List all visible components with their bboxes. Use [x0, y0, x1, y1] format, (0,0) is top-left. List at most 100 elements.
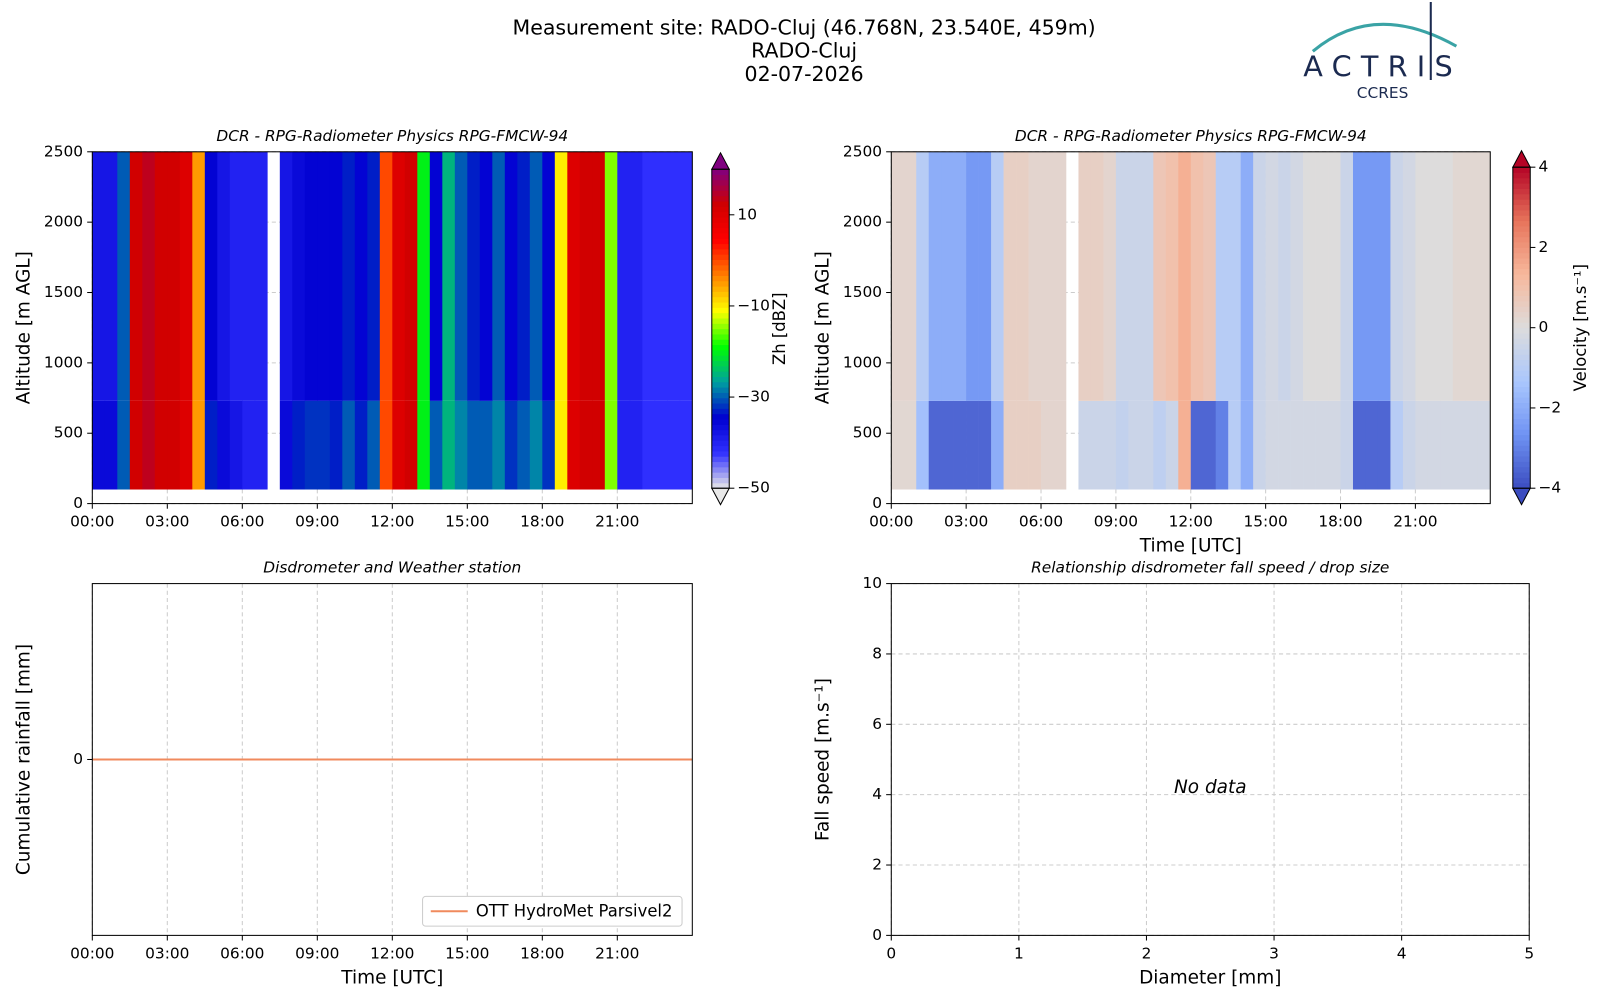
colorbar-step	[1512, 199, 1531, 206]
colorbar-tick-label: −10	[737, 296, 769, 314]
heatmap-cell	[1190, 400, 1204, 490]
heatmap-cell	[966, 151, 979, 401]
colorbar-step	[711, 201, 730, 207]
colorbar-label: Velocity [m.s⁻¹]	[1571, 264, 1590, 391]
colorbar-step	[711, 233, 730, 239]
heatmap-cell	[329, 400, 343, 490]
colorbar-step	[1512, 247, 1531, 254]
x-tick-label: 09:00	[295, 513, 339, 531]
colorbar-step	[711, 291, 730, 298]
heatmap-cell	[654, 400, 668, 490]
heatmap-cell	[242, 151, 256, 401]
heatmap-cell	[367, 400, 381, 490]
panel-title: DCR - RPG-Radiometer Physics RPG-FMCW-94	[1015, 127, 1367, 145]
heatmap-cell	[1140, 400, 1154, 490]
colorbar-step	[1512, 333, 1531, 339]
colorbar-step	[1512, 279, 1531, 286]
y-tick-label: 0	[73, 750, 83, 768]
x-tick-label: 18:00	[1318, 513, 1362, 531]
y-tick-label: 2500	[44, 142, 83, 160]
heatmap-cell	[192, 400, 206, 490]
x-axis-label: Time [UTC]	[340, 967, 443, 988]
heatmap-cell	[916, 400, 930, 490]
heatmap-cell	[941, 400, 954, 490]
x-axis-label: Diameter [mm]	[1139, 967, 1281, 988]
x-tick-label: 09:00	[295, 944, 339, 962]
colorbar-step	[711, 195, 730, 202]
colorbar-step	[711, 413, 730, 420]
heatmap-cell	[642, 151, 656, 401]
heatmap-cell	[891, 400, 905, 490]
heatmap-cell	[129, 151, 143, 401]
heatmap-cell	[1190, 151, 1204, 401]
colorbar-step	[711, 397, 730, 404]
heatmap-cell	[517, 151, 531, 401]
colorbar-step	[711, 169, 730, 175]
colorbar-step	[711, 472, 730, 478]
colorbar-tick-label: 4	[1538, 158, 1548, 176]
x-tick-label: 12:00	[370, 513, 414, 531]
heatmap-cell	[604, 151, 618, 401]
heatmap-cell	[928, 400, 942, 490]
colorbar-tick-label: 0	[1538, 318, 1548, 336]
heatmap-cell	[479, 400, 493, 490]
heatmap-cell	[517, 400, 531, 490]
heatmap-cell	[953, 151, 967, 401]
heatmap-cell	[1427, 400, 1441, 490]
axes-frame	[91, 583, 693, 936]
heatmap-cell	[454, 400, 468, 490]
colorbar-tick-label: −4	[1538, 479, 1561, 497]
heatmap-cell	[579, 151, 593, 401]
colorbar-step	[711, 174, 730, 181]
colorbar-step	[711, 243, 730, 250]
y-tick-label: 2000	[843, 213, 882, 231]
heatmap-cell	[454, 151, 468, 401]
heatmap-cell	[154, 151, 168, 401]
heatmap-cell	[1028, 400, 1042, 490]
heatmap-cell	[592, 400, 606, 490]
y-tick-label: 1500	[44, 283, 83, 301]
heatmap-cell	[991, 400, 1004, 490]
heatmap-cell	[1440, 151, 1454, 401]
heatmap-cell	[903, 151, 917, 401]
heatmap-cell	[392, 151, 406, 401]
colorbar-step	[1512, 167, 1531, 173]
x-tick-label: 09:00	[1094, 513, 1138, 531]
colorbar-step	[711, 259, 730, 266]
heatmap-cell	[367, 151, 381, 401]
heatmap-cell	[179, 151, 193, 401]
colorbar-step	[711, 185, 730, 191]
colorbar-extend	[710, 151, 731, 170]
heatmap-cell	[379, 400, 393, 490]
y-axis-label: Altitude [m AGL]	[813, 251, 834, 404]
heatmap-cell	[1240, 400, 1254, 490]
heatmap-cell	[629, 400, 643, 490]
heatmap-cell	[667, 400, 681, 490]
heatmap-cell	[953, 400, 967, 490]
logo-name: ACTRIS	[1303, 50, 1462, 84]
colorbar-step	[711, 339, 730, 346]
colorbar-tick-label: −30	[737, 388, 769, 406]
colorbar-step	[1512, 397, 1531, 404]
x-tick-label: 21:00	[595, 944, 639, 962]
colorbar-step	[711, 286, 730, 292]
heatmap-cell	[1165, 400, 1179, 490]
heatmap-cell	[1228, 400, 1241, 490]
colorbar-step	[711, 461, 730, 468]
heatmap-cell	[891, 151, 905, 401]
heatmap-cell	[1465, 151, 1479, 401]
colorbar-step	[711, 429, 730, 436]
colorbar-step	[711, 296, 730, 303]
logo-arc	[1311, 22, 1458, 53]
heatmap-cell	[217, 400, 231, 490]
y-axis-label: Altitude [m AGL]	[14, 251, 35, 404]
y-tick-label: 500	[853, 424, 882, 442]
colorbar-step	[711, 445, 730, 452]
x-tick-label: 00:00	[869, 513, 913, 531]
heatmap-cell	[629, 151, 643, 401]
heatmap-cell	[292, 151, 306, 401]
colorbar-step	[711, 211, 730, 218]
heatmap-cell	[1228, 151, 1241, 401]
heatmap-cell	[966, 400, 979, 490]
